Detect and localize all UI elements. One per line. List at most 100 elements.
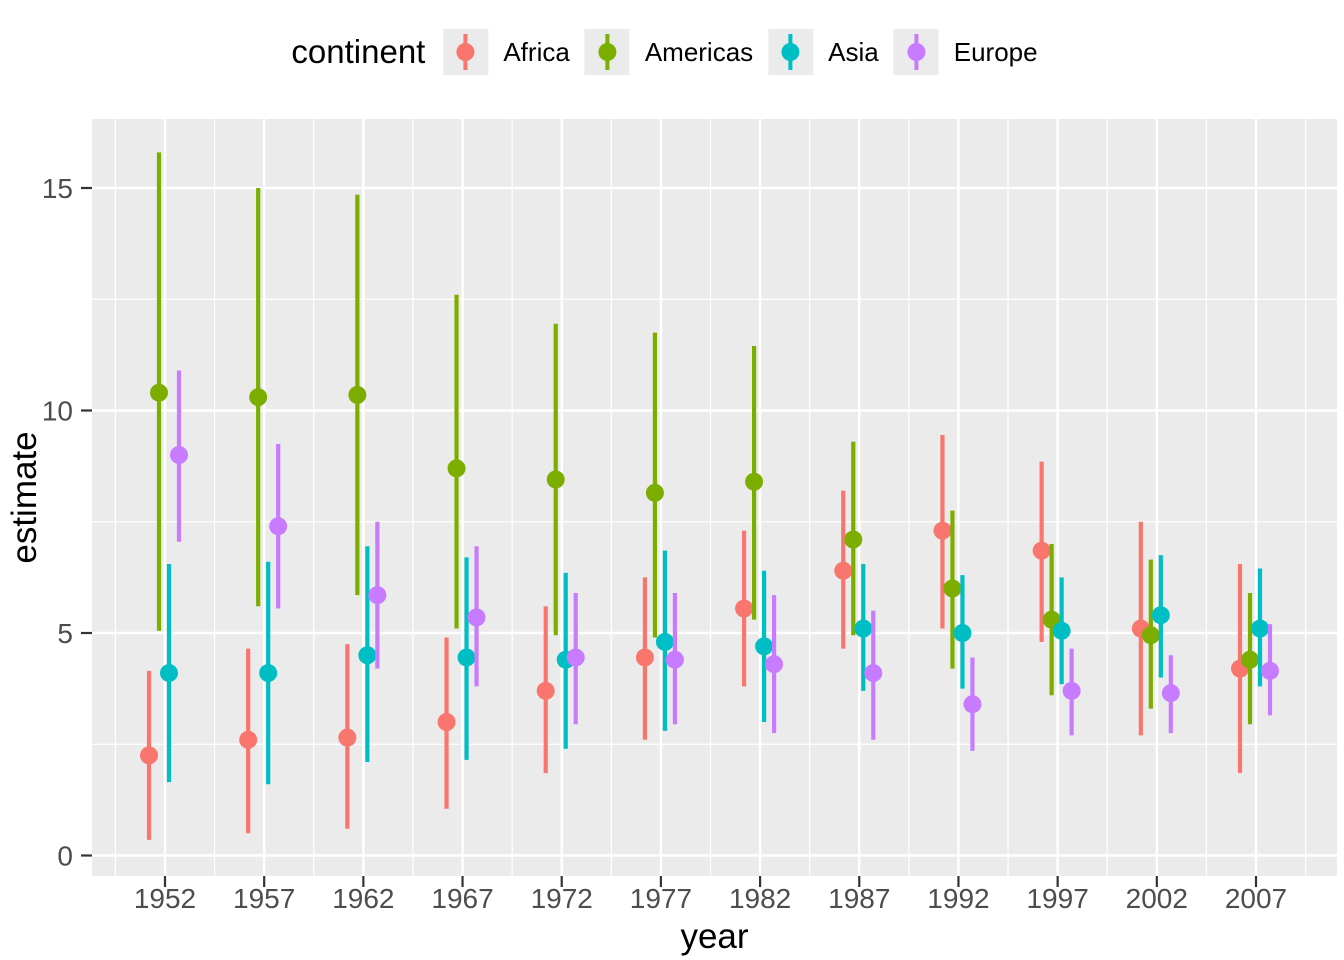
estimate-point [269, 517, 288, 536]
series-asia [160, 546, 1270, 785]
y-tick-label-5: 5 [57, 618, 73, 649]
pointrange-europe-2002 [1161, 655, 1180, 734]
legend-item-americas: Americas [584, 29, 753, 75]
estimate-point [546, 470, 565, 489]
pointrange-africa-1982 [735, 530, 754, 687]
pointrange-europe-1962 [368, 521, 387, 669]
pointrange-asia-2007 [1251, 568, 1270, 687]
pointrange-europe-1952 [170, 370, 188, 542]
pointrange-americas-1992 [943, 510, 962, 669]
x-tick-label-1977: 1977 [630, 883, 692, 914]
pointrange-americas-1972 [546, 323, 565, 636]
pointrange-asia-1997 [1052, 577, 1071, 685]
estimate-point [745, 472, 764, 491]
pointrange-europe-1957 [269, 443, 288, 609]
x-tick-label-1967: 1967 [431, 883, 493, 914]
estimate-point [1161, 684, 1180, 703]
pointrange-africa-1987 [834, 490, 853, 649]
pointrange-europe-1992 [963, 657, 982, 751]
x-axis-title: year [680, 917, 748, 956]
estimate-point [1052, 621, 1071, 640]
x-tick-label-2002: 2002 [1126, 883, 1188, 914]
pointrange-europe-1972 [566, 592, 585, 725]
estimate-point [755, 637, 774, 656]
pointrange-asia-1987 [854, 564, 873, 691]
pointrange-americas-2002 [1141, 559, 1160, 709]
y-tick-label-0: 0 [57, 841, 73, 872]
pointrange-asia-2002 [1151, 555, 1170, 678]
estimate-point [566, 648, 585, 667]
estimate-point [467, 608, 486, 627]
pointrange-europe-1977 [665, 592, 684, 725]
estimate-point [933, 521, 952, 540]
estimate-point [864, 664, 883, 683]
pointrange-africa-1967 [437, 637, 456, 809]
estimate-point [358, 646, 377, 665]
pointrange-asia-1962 [358, 546, 377, 763]
x-tick-label-1997: 1997 [1026, 883, 1088, 914]
series-americas [150, 152, 1260, 725]
legend-item-europe: Europe [893, 29, 1038, 75]
pointrange-asia-1982 [755, 570, 774, 722]
estimate-point [635, 648, 654, 667]
legend-key-swatch-europe [893, 29, 939, 75]
pointrange-asia-1967 [457, 557, 476, 760]
legend-item-label: Africa [503, 36, 570, 67]
estimate-point [645, 483, 664, 502]
estimate-point [655, 632, 674, 651]
panel-background [92, 119, 1337, 876]
estimate-point [834, 561, 853, 580]
pointrange-americas-1952 [150, 152, 168, 631]
pointrange-africa-1997 [1032, 461, 1051, 642]
estimate-point [140, 746, 158, 765]
estimate-point [943, 579, 962, 598]
pointrange-glyph-dot [456, 43, 475, 61]
estimate-point [338, 728, 357, 747]
x-tick-label-2007: 2007 [1225, 883, 1287, 914]
legend-items: Africa Americas Asia Europe [443, 29, 1052, 75]
estimate-point [735, 599, 754, 618]
x-tick-label-1962: 1962 [332, 883, 394, 914]
pointrange-asia-1992 [953, 575, 972, 689]
pointrange-africa-1957 [239, 648, 258, 834]
pointrange-asia-1957 [259, 561, 278, 785]
y-axis-title: estimate [5, 431, 44, 563]
pointrange-africa-1977 [635, 577, 654, 740]
estimate-point [150, 383, 168, 402]
legend-key-swatch-americas [584, 29, 630, 75]
estimate-point [170, 446, 188, 464]
estimate-point [953, 624, 972, 642]
legend-key-swatch-africa [443, 29, 489, 75]
pointrange-europe-2007 [1261, 624, 1280, 716]
pointrange-europe-1987 [864, 610, 883, 740]
legend-title: continent [291, 33, 426, 70]
x-tick-label-1952: 1952 [134, 883, 196, 914]
y-tick-label-10: 10 [42, 396, 73, 427]
pointrange-africa-1992 [933, 434, 952, 629]
estimate-point [1261, 661, 1280, 680]
y-tick-label-15: 15 [42, 173, 73, 204]
x-tick-label-1982: 1982 [729, 883, 791, 914]
estimate-point [1151, 606, 1170, 625]
x-tick-label-1992: 1992 [927, 883, 989, 914]
pointrange-asia-1952 [160, 564, 178, 783]
estimate-point [368, 586, 387, 605]
estimate-point [249, 388, 268, 407]
legend-item-africa: Africa [443, 29, 570, 75]
pointrange-africa-1952 [140, 670, 158, 840]
estimate-point [1251, 619, 1270, 638]
pointrange-glyph-dot [598, 43, 617, 61]
estimate-point [259, 664, 278, 683]
legend-item-label: Asia [828, 36, 879, 67]
estimate-point [1062, 681, 1081, 700]
x-tick-label-1972: 1972 [531, 883, 593, 914]
estimate-point [963, 695, 982, 714]
x-tick-label-1987: 1987 [828, 883, 890, 914]
estimate-point [1032, 541, 1051, 560]
pointrange-americas-1987 [844, 441, 863, 636]
x-tick-label-1957: 1957 [233, 883, 295, 914]
legend: continent Africa Americas Asia Europe [291, 29, 1052, 75]
pointrange-americas-1977 [645, 332, 664, 638]
legend-item-asia: Asia [768, 29, 879, 75]
